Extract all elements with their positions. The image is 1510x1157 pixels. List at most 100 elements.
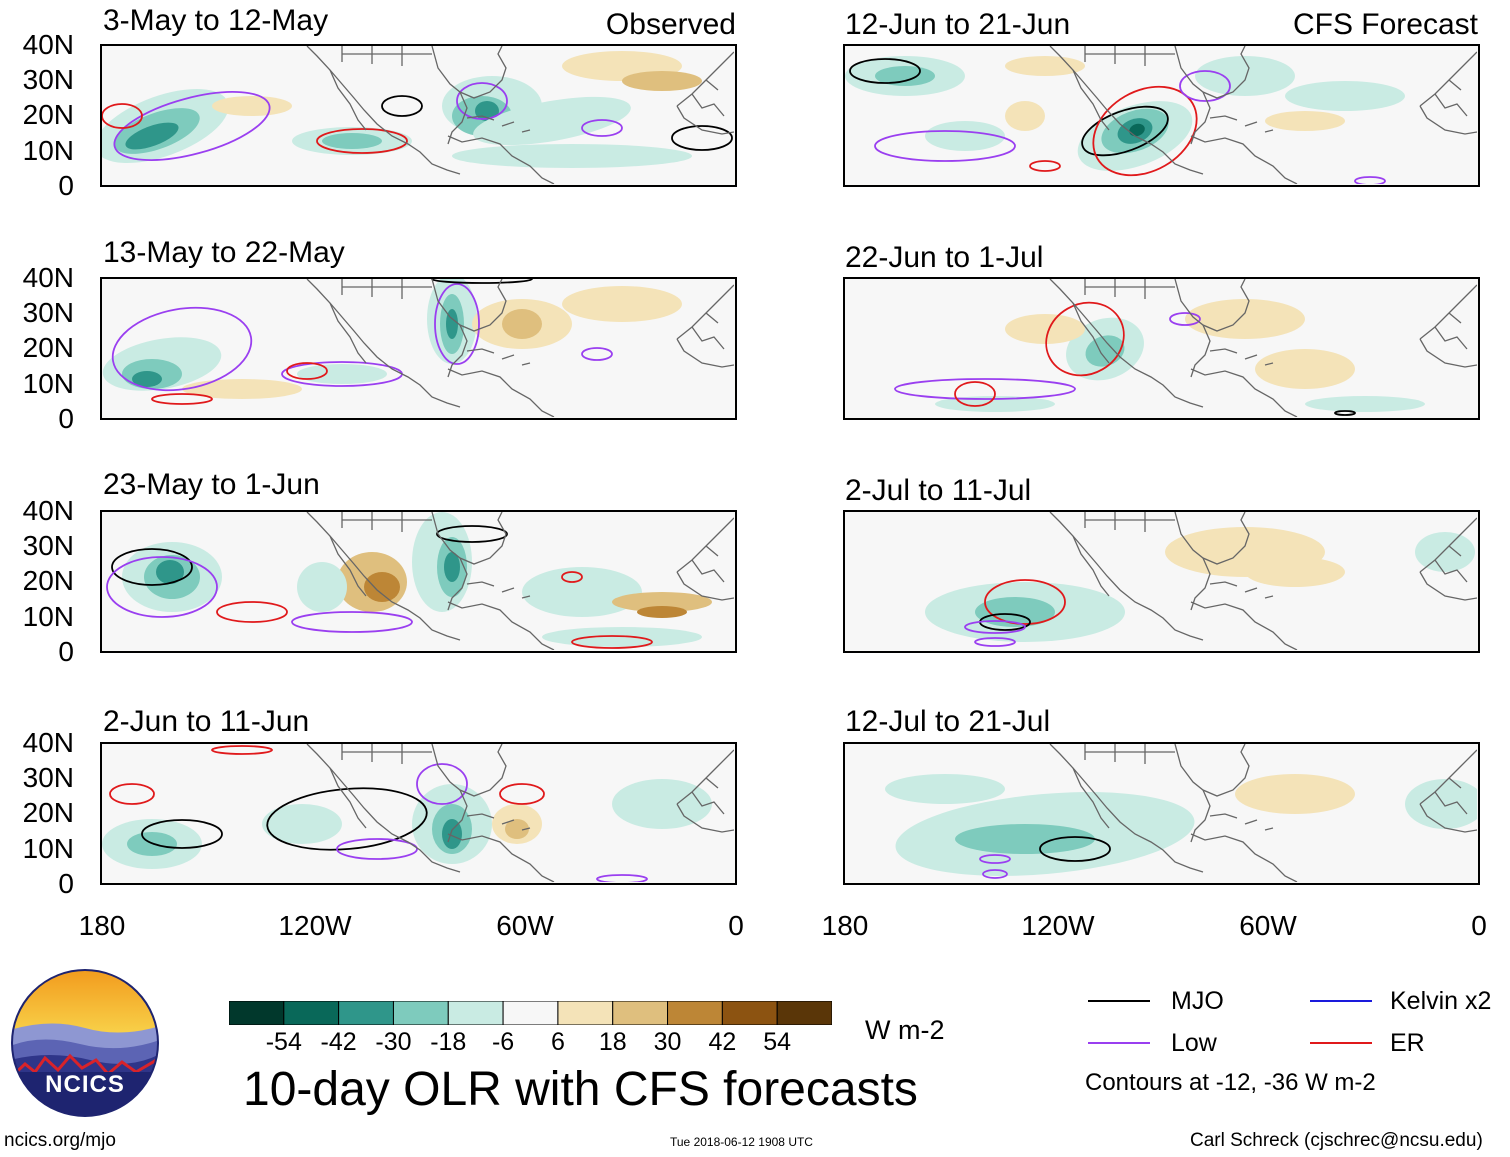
panel-title-fc-1: 12-Jun to 21-Jun [845, 8, 1071, 41]
olr-anomaly [1245, 557, 1345, 587]
footer-author: Carl Schreck (cjschrec@ncsu.edu) [1190, 1130, 1483, 1151]
olr-anomaly [955, 824, 1095, 854]
low-contour [974, 637, 1016, 647]
mjo-contour [1081, 105, 1169, 157]
low-contour [434, 283, 480, 365]
low-contour [982, 869, 1008, 879]
low-contour [111, 306, 253, 392]
coastline [1049, 744, 1477, 882]
low-contour [874, 130, 1016, 162]
er-contour [561, 571, 583, 583]
er-contour [571, 635, 653, 649]
lat-tick-row3-10n: 10N [22, 601, 74, 632]
er-contour [109, 783, 155, 805]
panel-title-fc-2: 22-Jun to 1-Jul [845, 241, 1044, 274]
legend-label-er: ER [1390, 1029, 1425, 1057]
er-contour [151, 393, 213, 405]
low-contour [416, 763, 468, 805]
olr-anomaly [1235, 774, 1355, 814]
ncics-logo[interactable]: NCICS [10, 968, 160, 1118]
coastline [306, 46, 734, 184]
coastline [306, 512, 734, 650]
lon-tick-fc-180: 180 [821, 910, 869, 941]
olr-anomaly [297, 562, 347, 612]
colorbar-swatch [338, 1000, 394, 1026]
lat-tick-row1-0: 0 [58, 170, 74, 201]
er-contour [1045, 301, 1125, 377]
observed-label: Observed [605, 8, 736, 41]
olr-anomaly [212, 96, 292, 116]
low-contour [1179, 70, 1231, 102]
chart-title: 10-day OLR with CFS forecasts [243, 1063, 918, 1116]
lat-tick-row3-20n: 20N [22, 565, 74, 596]
olr-anomaly [262, 804, 342, 844]
colorbar-label: 42 [708, 1028, 737, 1056]
colorbar-label: 30 [653, 1028, 682, 1056]
colorbar-units: W m-2 [865, 1015, 945, 1045]
map-panel-forecast-3 [843, 510, 1480, 653]
low-contour [336, 838, 418, 860]
legend-line-low [1088, 1042, 1150, 1044]
er-contour [1092, 85, 1198, 177]
colorbar-swatch [283, 1000, 340, 1026]
low-contour [456, 82, 508, 120]
lon-tick-obs-60w: 60W [496, 910, 554, 941]
map-panel-forecast-4 [843, 742, 1480, 885]
forecast-label: CFS Forecast [1292, 8, 1478, 41]
olr-anomaly [132, 371, 162, 387]
coastline [306, 744, 734, 882]
colorbar-swatch [392, 1000, 449, 1026]
olr-anomaly [1185, 299, 1305, 339]
panel-title-obs-1: 3-May to 12-May [103, 4, 329, 37]
colorbar-swatch [447, 1000, 504, 1026]
lat-tick-row1-10n: 10N [22, 135, 74, 166]
olr-anomaly [925, 121, 1005, 151]
lat-tick-row2-40n: 40N [22, 262, 74, 293]
lat-tick-row1-40n: 40N [22, 29, 74, 60]
lon-tick-obs-120w: 120W [278, 910, 352, 941]
olr-anomaly [1195, 56, 1295, 96]
lat-tick-row2-0: 0 [58, 403, 74, 434]
low-contour [1169, 312, 1201, 326]
lat-tick-row2-30n: 30N [22, 297, 74, 328]
lat-tick-row4-40n: 40N [22, 727, 74, 758]
er-contour [286, 362, 328, 380]
colorbar-swatch [228, 1000, 285, 1026]
low-contour [113, 91, 271, 161]
lat-tick-row3-40n: 40N [22, 495, 74, 526]
mjo-contour [431, 279, 533, 284]
lat-tick-row1-30n: 30N [22, 64, 74, 95]
lat-tick-row4-20n: 20N [22, 797, 74, 828]
er-contour [216, 601, 288, 623]
lon-tick-obs-0: 0 [728, 910, 744, 941]
legend-label-kelvin: Kelvin x2 [1390, 987, 1492, 1015]
legend-label-mjo: MJO [1171, 987, 1224, 1015]
low-contour [894, 378, 1076, 400]
mjo-contour [671, 125, 733, 151]
olr-anomaly [1415, 532, 1475, 572]
olr-anomaly [612, 779, 712, 829]
olr-anomaly [322, 133, 382, 149]
olr-anomaly [975, 597, 1055, 627]
lat-tick-row3-30n: 30N [22, 530, 74, 561]
olr-anomaly [182, 379, 302, 399]
footer-url[interactable]: ncics.org/mjo [4, 1130, 116, 1151]
colorbar-label: 54 [763, 1028, 792, 1056]
er-contour [102, 103, 143, 129]
colorbar-swatch [502, 1000, 559, 1026]
lat-tick-row1-20n: 20N [22, 99, 74, 130]
olr-anomaly [612, 592, 712, 612]
lon-tick-fc-0: 0 [1471, 910, 1487, 941]
map-panel-observed-3 [100, 510, 737, 653]
map-panel-forecast-1 [843, 44, 1480, 187]
mjo-contour [849, 58, 921, 84]
olr-anomaly [935, 396, 1055, 412]
map-panel-observed-2 [100, 277, 737, 420]
colorbar-label: 18 [598, 1028, 627, 1056]
lat-tick-row3-0: 0 [58, 636, 74, 667]
mjo-contour [1039, 836, 1111, 862]
colorbar-label: -30 [375, 1028, 412, 1056]
olr-anomaly [452, 144, 692, 168]
er-contour [211, 745, 273, 755]
olr-anomaly [502, 309, 542, 339]
